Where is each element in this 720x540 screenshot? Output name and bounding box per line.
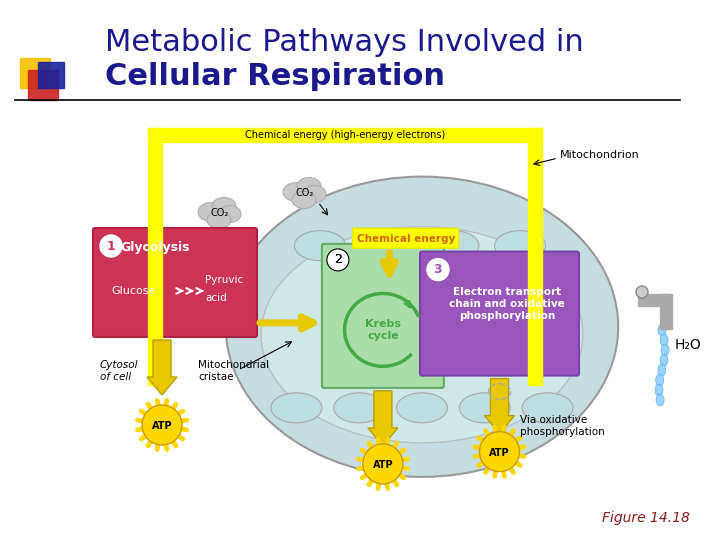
Text: 3: 3 <box>433 263 442 276</box>
Ellipse shape <box>656 374 664 386</box>
Bar <box>148 128 542 142</box>
Text: Cytosol
of cell: Cytosol of cell <box>100 360 138 382</box>
Ellipse shape <box>361 231 412 261</box>
Text: CO₂: CO₂ <box>296 188 314 198</box>
Text: Glycolysis: Glycolysis <box>120 241 190 254</box>
Ellipse shape <box>292 192 316 208</box>
Bar <box>20 58 50 88</box>
Circle shape <box>142 405 182 445</box>
Circle shape <box>100 235 122 257</box>
Text: ATP: ATP <box>489 448 510 457</box>
Ellipse shape <box>294 231 346 261</box>
Text: Krebs
cycle: Krebs cycle <box>365 319 401 341</box>
Text: ATP: ATP <box>372 460 393 470</box>
Text: Cellular Respiration: Cellular Respiration <box>105 62 445 91</box>
Bar <box>528 128 542 385</box>
Text: Metabolic Pathways Involved in: Metabolic Pathways Involved in <box>105 28 584 57</box>
Ellipse shape <box>397 393 448 423</box>
Ellipse shape <box>522 393 573 423</box>
Ellipse shape <box>459 393 510 423</box>
Ellipse shape <box>261 227 583 443</box>
Text: acid: acid <box>205 293 227 303</box>
Circle shape <box>480 431 520 471</box>
FancyArrow shape <box>485 379 515 434</box>
Circle shape <box>363 444 403 484</box>
Text: Glucose: Glucose <box>111 286 156 296</box>
Bar <box>28 70 58 100</box>
Bar <box>38 62 63 87</box>
Text: Mitochondrial
cristae: Mitochondrial cristae <box>198 360 269 382</box>
Text: Chemical energy: Chemical energy <box>356 234 455 244</box>
Circle shape <box>636 286 648 298</box>
Ellipse shape <box>207 212 231 228</box>
FancyBboxPatch shape <box>93 228 257 337</box>
Ellipse shape <box>271 393 322 423</box>
Circle shape <box>327 249 349 271</box>
Text: ATP: ATP <box>152 421 172 431</box>
Ellipse shape <box>495 231 546 261</box>
Text: Via oxidative
phosphorylation: Via oxidative phosphorylation <box>520 415 605 437</box>
FancyBboxPatch shape <box>420 252 579 376</box>
Ellipse shape <box>660 334 668 346</box>
FancyBboxPatch shape <box>322 244 444 388</box>
FancyArrow shape <box>368 391 398 446</box>
Ellipse shape <box>297 178 321 194</box>
Ellipse shape <box>226 177 618 477</box>
Ellipse shape <box>656 394 664 406</box>
Ellipse shape <box>658 324 666 336</box>
Ellipse shape <box>212 198 236 214</box>
Text: Mitochondrion: Mitochondrion <box>560 150 640 160</box>
Bar <box>660 294 672 329</box>
Bar <box>638 294 668 306</box>
FancyArrow shape <box>147 340 177 395</box>
Ellipse shape <box>219 206 241 222</box>
FancyBboxPatch shape <box>353 228 459 248</box>
Text: Figure 14.18: Figure 14.18 <box>602 511 690 525</box>
Ellipse shape <box>428 231 479 261</box>
Text: H₂O: H₂O <box>675 338 702 352</box>
Bar <box>148 128 162 385</box>
Ellipse shape <box>198 202 224 221</box>
Ellipse shape <box>658 364 666 376</box>
Text: Electron transport
chain and oxidative
phosphorylation: Electron transport chain and oxidative p… <box>449 287 565 321</box>
Text: Pyruvic: Pyruvic <box>205 275 243 286</box>
Text: 2: 2 <box>334 253 342 266</box>
Ellipse shape <box>660 354 668 366</box>
Text: Chemical energy (high-energy electrons): Chemical energy (high-energy electrons) <box>245 130 445 140</box>
Text: 2: 2 <box>334 253 342 266</box>
Ellipse shape <box>283 183 309 201</box>
Circle shape <box>427 259 449 281</box>
Ellipse shape <box>333 393 384 423</box>
Text: CO₂: CO₂ <box>211 208 229 218</box>
Text: 1: 1 <box>107 240 115 253</box>
Ellipse shape <box>661 344 669 356</box>
Ellipse shape <box>304 186 326 202</box>
Ellipse shape <box>655 384 663 396</box>
